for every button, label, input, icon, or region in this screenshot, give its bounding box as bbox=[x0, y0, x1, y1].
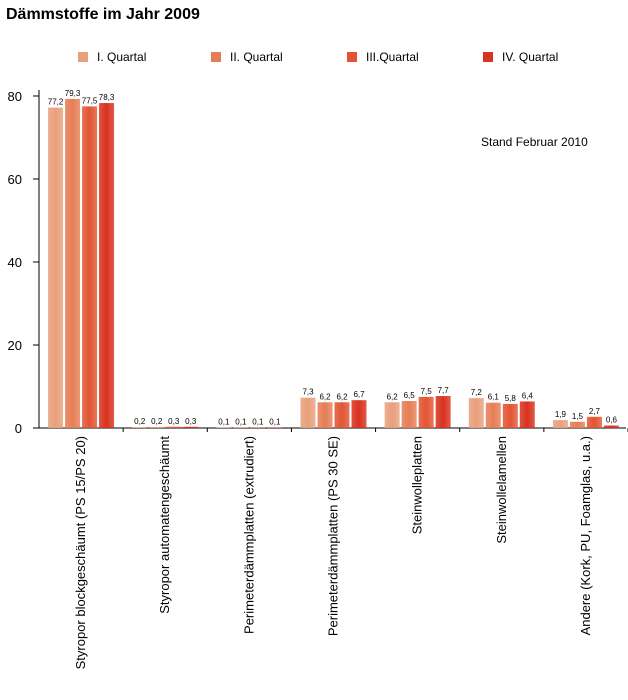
data-label: 7,3 bbox=[302, 388, 314, 397]
bar bbox=[552, 420, 568, 428]
x-tick-label: Andere (Kork, PU, Foamglas, u.a.) bbox=[578, 436, 593, 635]
data-label: 6,2 bbox=[336, 392, 348, 401]
y-tick-label: 40 bbox=[8, 255, 22, 270]
legend-item-q3: III.Quartal bbox=[347, 50, 419, 64]
legend-label-q1: I. Quartal bbox=[97, 50, 147, 64]
data-label: 0,6 bbox=[606, 416, 618, 425]
bar bbox=[183, 426, 199, 428]
bar bbox=[603, 425, 619, 428]
data-label: 77,5 bbox=[82, 96, 98, 105]
bar bbox=[519, 401, 535, 428]
bar bbox=[132, 427, 148, 428]
bar bbox=[166, 426, 182, 428]
bar bbox=[65, 98, 81, 428]
data-label: 1,5 bbox=[572, 412, 584, 421]
data-label: 0,2 bbox=[134, 417, 146, 426]
y-tick-label: 20 bbox=[8, 338, 22, 353]
x-tick-label: Steinwollelamellen bbox=[494, 436, 509, 544]
data-label: 6,1 bbox=[488, 393, 500, 402]
bar bbox=[569, 421, 585, 428]
data-label: 7,2 bbox=[471, 388, 483, 397]
legend-swatch-q4 bbox=[483, 52, 493, 62]
data-label: 6,2 bbox=[319, 392, 331, 401]
bar bbox=[502, 403, 518, 428]
legend-swatch-q3 bbox=[347, 52, 357, 62]
bar bbox=[468, 398, 484, 428]
data-label: 0,2 bbox=[151, 417, 163, 426]
data-label: 6,2 bbox=[387, 392, 399, 401]
chart-title: Dämmstoffe im Jahr 2009 bbox=[6, 6, 200, 23]
data-label: 6,7 bbox=[353, 390, 365, 399]
bar bbox=[82, 106, 98, 428]
data-label: 5,8 bbox=[505, 394, 517, 403]
data-label: 0,1 bbox=[252, 418, 264, 427]
bar bbox=[317, 402, 333, 428]
legend-item-q2: II. Quartal bbox=[211, 50, 283, 64]
data-label: 6,4 bbox=[522, 391, 534, 400]
legend-item-q4: IV. Quartal bbox=[483, 50, 558, 64]
bar bbox=[149, 427, 165, 428]
x-tick-label: Steinwolleplatten bbox=[410, 436, 425, 534]
y-tick-label: 0 bbox=[15, 421, 22, 436]
bar bbox=[586, 416, 602, 428]
bar bbox=[351, 400, 367, 428]
data-label: 0,3 bbox=[185, 417, 197, 426]
data-label: 0,1 bbox=[235, 418, 247, 427]
legend-label-q3: III.Quartal bbox=[366, 50, 419, 64]
data-label: 7,7 bbox=[438, 386, 450, 395]
x-tick-label: Perimeterdämmplatten (PS 30 SE) bbox=[326, 436, 341, 636]
bar bbox=[384, 402, 400, 428]
bar bbox=[418, 396, 434, 428]
legend-item-q1: I. Quartal bbox=[78, 50, 146, 64]
y-tick-label: 60 bbox=[8, 172, 22, 187]
x-tick-label: Styropor automatengeschäumt bbox=[157, 436, 172, 614]
x-tick-label: Styropor blockgeschäumt (PS 15/PS 20) bbox=[73, 436, 88, 669]
bar bbox=[435, 396, 451, 428]
bar bbox=[48, 107, 64, 429]
y-tick-label: 80 bbox=[8, 89, 22, 104]
data-label: 1,9 bbox=[555, 410, 567, 419]
chart-note: Stand Februar 2010 bbox=[481, 135, 588, 149]
bar bbox=[485, 402, 501, 428]
data-label: 77,2 bbox=[48, 98, 64, 107]
data-label: 0,3 bbox=[168, 417, 180, 426]
legend-label-q4: IV. Quartal bbox=[502, 50, 559, 64]
bar bbox=[401, 401, 417, 428]
data-label: 7,5 bbox=[421, 387, 433, 396]
data-label: 0,1 bbox=[218, 418, 230, 427]
data-label: 6,5 bbox=[404, 391, 416, 400]
legend-swatch-q2 bbox=[211, 52, 221, 62]
bar bbox=[99, 103, 115, 429]
bar bbox=[300, 397, 316, 428]
legend-label-q2: II. Quartal bbox=[230, 50, 283, 64]
legend: I. Quartal II. Quartal III.Quartal IV. Q… bbox=[0, 50, 628, 70]
data-label: 79,3 bbox=[65, 89, 81, 98]
legend-swatch-q1 bbox=[78, 52, 88, 62]
data-label: 78,3 bbox=[99, 93, 115, 102]
data-label: 0,1 bbox=[269, 418, 281, 427]
x-tick-label: Perimeterdämmplatten (extrudiert) bbox=[241, 436, 256, 634]
data-label: 2,7 bbox=[589, 407, 601, 416]
bar bbox=[334, 402, 350, 428]
